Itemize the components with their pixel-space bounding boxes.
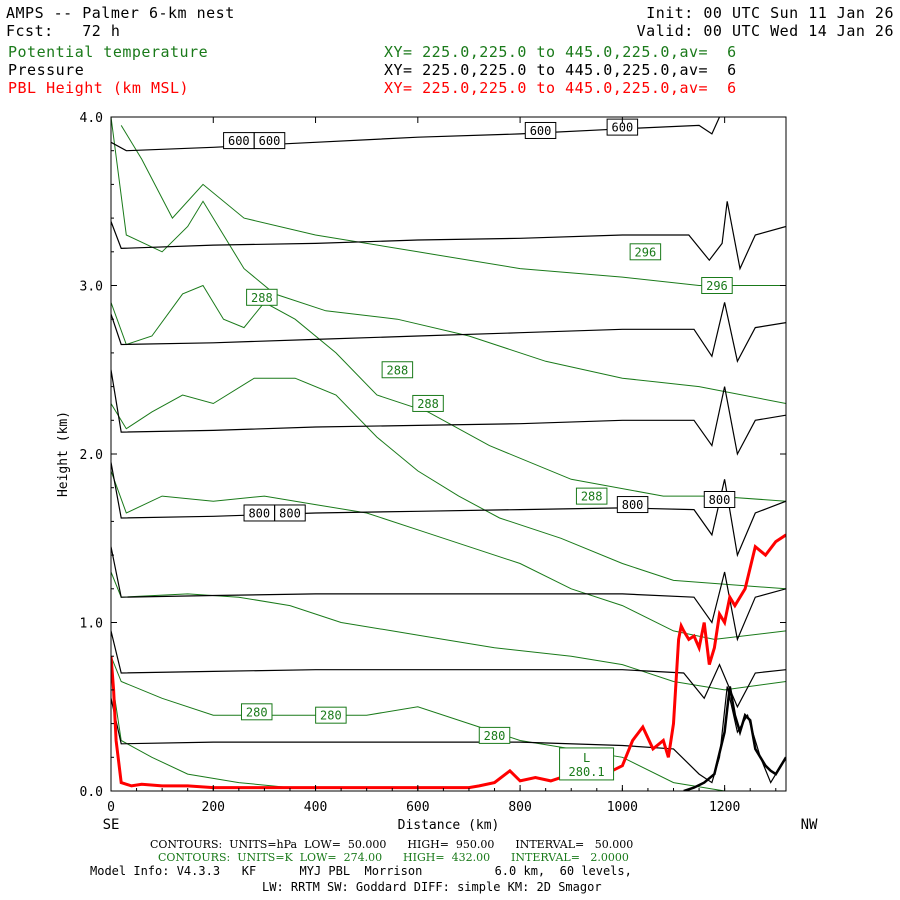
x-axis-title: Distance (km) xyxy=(398,818,500,833)
pressure-contour-950 xyxy=(111,686,786,784)
theta-label-extra-1-box xyxy=(701,277,733,294)
field-pbl-name: PBL Height (km MSL) xyxy=(8,79,190,97)
theta-contour-1 xyxy=(111,117,786,404)
footer-pressure-contours: CONTOURS: UNITS=hPa LOW= 50.000 HIGH= 95… xyxy=(150,838,634,851)
theta-contour-6 xyxy=(111,656,725,791)
theta-contour-0 xyxy=(120,125,786,286)
pressure-label-600-2: 600 xyxy=(530,124,552,138)
theta-contour-3 xyxy=(111,377,786,590)
pressure-label-800-3-box xyxy=(703,490,736,508)
y-tick-label-4: 4.0 xyxy=(80,111,103,126)
pressure-contour-700 xyxy=(111,302,786,364)
left-direction-label: SE xyxy=(103,817,120,833)
valid-time: Valid: 00 UTC Wed 14 Jan 26 xyxy=(636,22,894,40)
pressure-contour-600 xyxy=(111,117,721,152)
y-tick-label-3: 3.0 xyxy=(80,280,103,295)
theta-contour-7 xyxy=(111,672,291,789)
x-tick-label-2: 400 xyxy=(304,800,327,815)
x-tick-label-1: 200 xyxy=(202,800,225,815)
forecast-hour: Fcst: 72 h xyxy=(6,22,121,40)
field-theta-xy: XY= 225.0,225.0 to 445.0,225.0,av= 6 xyxy=(384,43,737,61)
plot-frame xyxy=(110,116,787,792)
pbl-height-line xyxy=(111,533,786,790)
theta-low-marker: L xyxy=(583,751,590,765)
y-tick-label-1: 1.0 xyxy=(80,617,103,632)
pressure-label-600-2-box xyxy=(524,121,557,139)
pressure-label-600-0: 600 xyxy=(228,134,250,148)
field-pbl-xy: XY= 225.0,225.0 to 445.0,225.0,av= 6 xyxy=(384,79,737,97)
init-time: Init: 00 UTC Sun 11 Jan 26 xyxy=(646,4,894,22)
theta-label-extra-3: 288 xyxy=(387,363,409,377)
pressure-label-800-2: 800 xyxy=(622,498,644,512)
theta-label-6-1: 280 xyxy=(320,709,342,723)
x-tick-label-3: 600 xyxy=(406,800,429,815)
footer-model-info: Model Info: V4.3.3 KF MYJ PBL Morrison 6… xyxy=(90,864,632,878)
pressure-label-600-3: 600 xyxy=(612,121,634,135)
theta-label-extra-5-box xyxy=(575,487,608,505)
pressure-label-800-2-box xyxy=(616,496,649,514)
theta-label-extra-4: 288 xyxy=(417,397,439,411)
pressure-label-600-1-box xyxy=(253,132,286,150)
theta-label-extra-4-box xyxy=(412,394,444,412)
field-theta-name: Potential temperature xyxy=(8,43,209,61)
pressure-label-800-1-box xyxy=(274,504,306,522)
y-axis-title: Height (km) xyxy=(56,411,71,497)
pressure-label-600-1: 600 xyxy=(259,134,281,148)
terrain-line xyxy=(683,686,786,791)
pressure-contour-800 xyxy=(111,462,786,558)
theta-label-6-0-box xyxy=(240,703,273,721)
footer-theta-contours: CONTOURS: UNITS=K LOW= 274.00 HIGH= 432.… xyxy=(158,851,629,864)
theta-label-extra-2: 288 xyxy=(251,291,273,305)
theta-label-extra-5: 288 xyxy=(581,490,603,504)
theta-label-extra-0-box xyxy=(629,243,662,261)
x-tick-label-6: 1200 xyxy=(709,800,740,815)
x-tick-label-5: 1000 xyxy=(607,800,638,815)
theta-label-extra-3-box xyxy=(381,361,414,379)
field-pressure-xy: XY= 225.0,225.0 to 445.0,225.0,av= 6 xyxy=(384,61,737,79)
theta-low-value: 280.1 xyxy=(569,765,605,779)
field-pressure-name: Pressure xyxy=(8,61,85,79)
theta-label-extra-2-box xyxy=(246,288,278,306)
x-tick-label-0: 0 xyxy=(107,800,115,815)
y-tick-label-2: 2.0 xyxy=(80,448,103,463)
y-tick-label-0: 0.0 xyxy=(80,785,103,800)
theta-low-box xyxy=(559,747,615,781)
theta-contour-5 xyxy=(111,571,786,691)
pressure-contour-750 xyxy=(111,369,786,456)
theta-label-extra-1: 296 xyxy=(706,279,728,293)
theta-label-extra-0: 296 xyxy=(635,245,657,259)
theta-label-6-1-box xyxy=(315,706,347,724)
pressure-label-800-1: 800 xyxy=(279,506,301,520)
theta-label-6-2: 280 xyxy=(484,729,506,743)
pressure-contour-650 xyxy=(111,201,786,271)
pressure-contour-850 xyxy=(111,546,786,642)
x-tick-label-4: 800 xyxy=(508,800,531,815)
footer-physics-info: LW: RRTM SW: Goddard DIFF: simple KM: 2D… xyxy=(262,880,602,894)
pressure-contour-900 xyxy=(111,630,786,709)
theta-contour-4 xyxy=(111,470,786,640)
pressure-label-800-3: 800 xyxy=(709,493,731,507)
pressure-label-800-0: 800 xyxy=(248,506,270,520)
theta-contour-2 xyxy=(111,284,786,502)
chart-title: AMPS -- Palmer 6-km nest xyxy=(6,4,235,22)
right-direction-label: NW xyxy=(801,817,818,833)
theta-label-6-0: 280 xyxy=(246,705,268,719)
theta-label-6-2-box xyxy=(478,726,511,744)
